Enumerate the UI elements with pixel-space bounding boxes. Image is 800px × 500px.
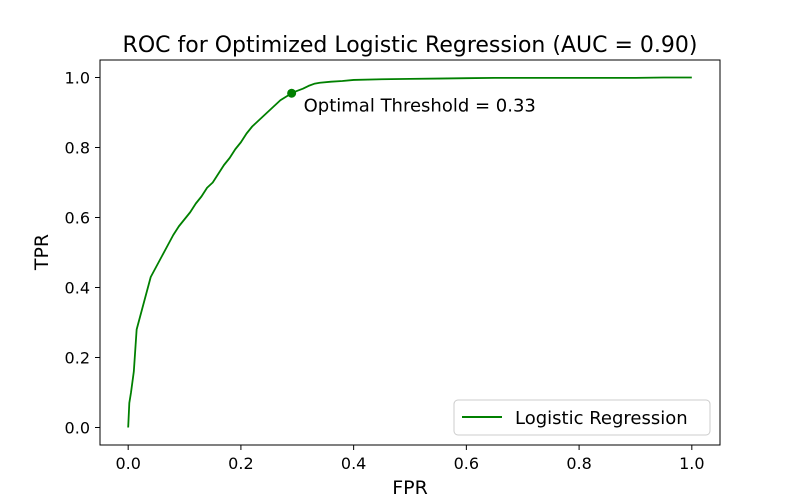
legend-entry-logistic-regression: Logistic Regression: [515, 408, 688, 429]
y-tick-label: 0.0: [65, 419, 90, 438]
x-tick-label: 0.6: [454, 454, 479, 473]
series-layer: [127, 76, 692, 428]
y-tick-label: 0.4: [65, 279, 90, 298]
legend-box: [453, 399, 711, 436]
y-tick-label: 0.8: [65, 139, 90, 158]
optimal-threshold-label: Optimal Threshold = 0.33: [304, 95, 536, 116]
optimal-threshold-point: [287, 88, 297, 98]
y-tick-label: 1.0: [65, 69, 90, 88]
chart-title: ROC for Optimized Logistic Regression (A…: [123, 33, 698, 58]
y-tick-label: 0.2: [65, 349, 90, 368]
x-tick-label: 1.0: [679, 454, 704, 473]
x-tick-label: 0.0: [115, 454, 140, 473]
annotation-layer: Optimal Threshold = 0.33: [287, 88, 536, 116]
series-line-0: [127, 76, 692, 428]
x-axis-label: FPR: [392, 477, 428, 499]
axis-ticks: 0.0 0.2 0.4 0.6 0.8 1.0 0.0 0.2 0.4 0.6 0.8 1.0: [65, 69, 705, 474]
x-tick-label: 0.2: [228, 454, 253, 473]
plot-area-frame: [99, 59, 721, 446]
y-tick-label: 0.6: [65, 209, 90, 228]
legend: Logistic Regression: [453, 399, 711, 436]
x-tick-label: 0.8: [566, 454, 591, 473]
y-axis-label: TPR: [31, 234, 53, 271]
x-tick-label: 0.4: [341, 454, 366, 473]
